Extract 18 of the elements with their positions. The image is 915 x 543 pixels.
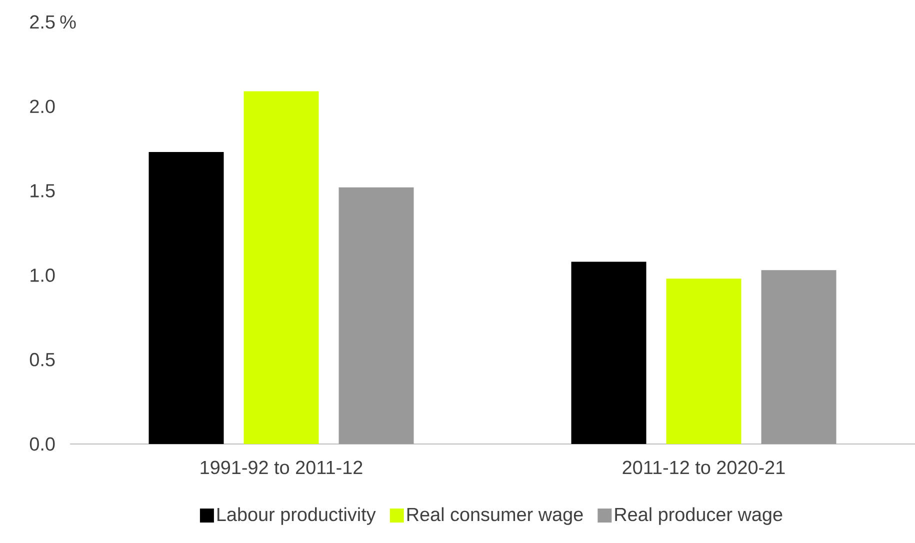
bar [148,152,224,444]
bar [571,262,646,444]
y-tick-label: 2.5 [30,15,55,29]
bar [761,270,836,444]
bar [666,278,742,444]
y-tick-label: 1.5 [30,184,55,198]
y-axis-title: % [60,15,76,29]
bar [244,91,319,444]
legend-label: Real producer wage [615,507,782,525]
y-tick-label: 1.0 [30,268,55,282]
legend-label: Real consumer wage [407,507,583,525]
y-tick-label: 0.0 [30,437,55,451]
y-tick-label: 0.5 [30,352,55,366]
x-tick-label: 1991-92 to 2011-12 [200,460,362,474]
bar [338,187,414,444]
y-tick-label: 2.0 [30,100,55,114]
x-tick-label: 2011-12 to 2020-21 [622,460,785,474]
legend-label: Labour productivity [217,507,376,525]
